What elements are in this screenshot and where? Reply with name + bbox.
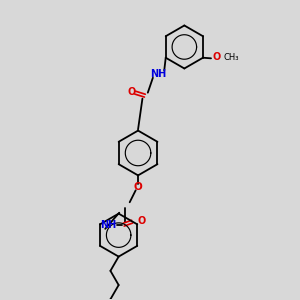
Text: NH: NH [150, 69, 166, 79]
Text: O: O [134, 182, 142, 192]
Text: NH: NH [100, 220, 116, 230]
Text: O: O [137, 216, 146, 226]
Text: O: O [212, 52, 221, 62]
Text: CH₃: CH₃ [224, 53, 239, 62]
Text: O: O [128, 87, 136, 97]
